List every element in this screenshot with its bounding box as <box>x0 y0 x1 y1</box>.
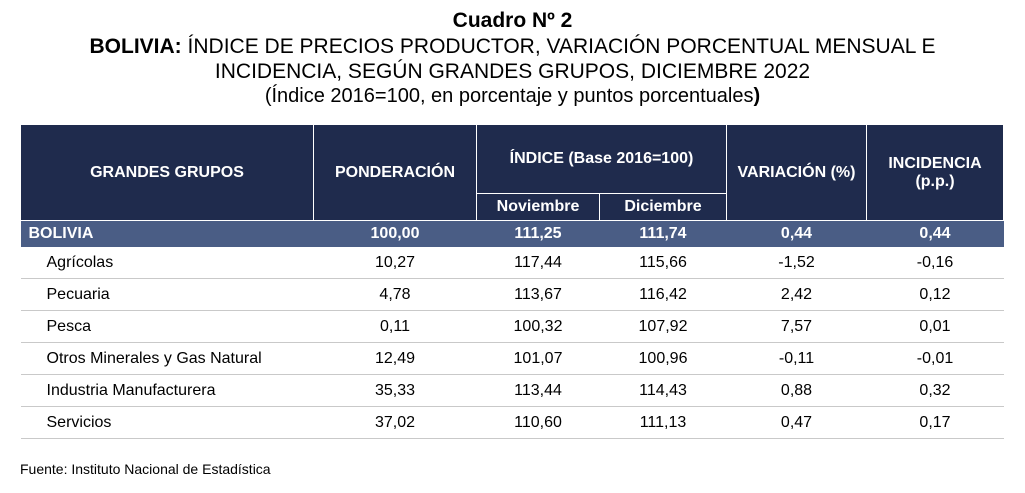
table-subtitle: (Índice 2016=100, en porcentaje y puntos… <box>0 84 1025 108</box>
row-label: Pesca <box>20 310 314 343</box>
row-incidencia: 0,17 <box>866 406 1004 439</box>
subtitle-close: ) <box>753 85 761 107</box>
row-incidencia: 0,12 <box>866 278 1004 311</box>
subheader-row: Noviembre Diciembre <box>21 193 1004 221</box>
row-incidencia: 0,32 <box>866 374 1004 407</box>
row-ponderacion: 10,27 <box>313 247 477 279</box>
row-variacion: 0,88 <box>726 374 867 407</box>
row-ponderacion: 12,49 <box>313 342 477 375</box>
price-index-table: GRANDES GRUPOS PONDERACIÓN ÍNDICE (Base … <box>20 124 1004 439</box>
row-label: Agrícolas <box>20 247 314 279</box>
header-noviembre: Noviembre <box>476 193 600 221</box>
total-noviembre: 111,25 <box>476 220 600 247</box>
table-title-block: Cuadro Nº 2 BOLIVIA: ÍNDICE DE PRECIOS P… <box>0 8 1025 108</box>
table-row: Otros Minerales y Gas Natural 12,49 101,… <box>20 342 1004 375</box>
table-row: Servicios 37,02 110,60 111,13 0,47 0,17 <box>20 406 1004 439</box>
row-variacion: 2,42 <box>726 278 867 311</box>
row-diciembre: 115,66 <box>599 247 727 279</box>
row-label: Pecuaria <box>20 278 314 311</box>
table-row: Agrícolas 10,27 117,44 115,66 -1,52 -0,1… <box>20 247 1004 279</box>
row-ponderacion: 37,02 <box>313 406 477 439</box>
row-ponderacion: 0,11 <box>313 310 477 343</box>
row-diciembre: 100,96 <box>599 342 727 375</box>
header-diciembre: Diciembre <box>599 193 727 221</box>
header-indice: ÍNDICE (Base 2016=100) <box>476 124 727 194</box>
subtitle-text: (Índice 2016=100, en porcentaje y puntos… <box>264 85 754 107</box>
row-variacion: 0,47 <box>726 406 867 439</box>
total-variacion: 0,44 <box>726 220 867 247</box>
total-diciembre: 111,74 <box>599 220 727 247</box>
table-title-line-2: INCIDENCIA, SEGÚN GRANDES GRUPOS, DICIEM… <box>214 60 811 83</box>
title-text: ÍNDICE DE PRECIOS PRODUCTOR, VARIACIÓN P… <box>181 35 936 58</box>
total-incidencia: 0,44 <box>866 220 1004 247</box>
table-title-line-1: BOLIVIA: ÍNDICE DE PRECIOS PRODUCTOR, VA… <box>0 34 1025 59</box>
table-number: Cuadro Nº 2 <box>452 9 573 32</box>
total-row: BOLIVIA 100,00 111,25 111,74 0,44 0,44 <box>20 220 1004 247</box>
row-noviembre: 117,44 <box>476 247 600 279</box>
table-row: Pesca 0,11 100,32 107,92 7,57 0,01 <box>20 310 1004 343</box>
header-variacion: VARIACIÓN (%) <box>726 124 867 221</box>
row-incidencia: 0,01 <box>866 310 1004 343</box>
row-variacion: -0,11 <box>726 342 867 375</box>
table-row: Pecuaria 4,78 113,67 116,42 2,42 0,12 <box>20 278 1004 311</box>
header-grandes-grupos: GRANDES GRUPOS <box>20 124 314 221</box>
row-incidencia: -0,01 <box>866 342 1004 375</box>
header-row: GRANDES GRUPOS PONDERACIÓN ÍNDICE (Base … <box>20 124 1004 221</box>
country-label: BOLIVIA: <box>89 35 182 58</box>
row-noviembre: 100,32 <box>476 310 600 343</box>
row-variacion: 7,57 <box>726 310 867 343</box>
row-label: Industria Manufacturera <box>20 374 314 407</box>
row-noviembre: 113,44 <box>476 374 600 407</box>
row-ponderacion: 4,78 <box>313 278 477 311</box>
row-ponderacion: 35,33 <box>313 374 477 407</box>
row-diciembre: 107,92 <box>599 310 727 343</box>
row-label: Servicios <box>20 406 314 439</box>
row-variacion: -1,52 <box>726 247 867 279</box>
row-noviembre: 101,07 <box>476 342 600 375</box>
total-ponderacion: 100,00 <box>313 220 477 247</box>
row-diciembre: 116,42 <box>599 278 727 311</box>
row-diciembre: 111,13 <box>599 406 727 439</box>
row-diciembre: 114,43 <box>599 374 727 407</box>
row-incidencia: -0,16 <box>866 247 1004 279</box>
header-incidencia: INCIDENCIA (p.p.) <box>866 124 1004 221</box>
row-label: Otros Minerales y Gas Natural <box>20 342 314 375</box>
header-ponderacion: PONDERACIÓN <box>313 124 477 221</box>
row-noviembre: 110,60 <box>476 406 600 439</box>
row-noviembre: 113,67 <box>476 278 600 311</box>
table-row: Industria Manufacturera 35,33 113,44 114… <box>20 374 1004 407</box>
total-label: BOLIVIA <box>20 220 314 247</box>
source-note: Fuente: Instituto Nacional de Estadístic… <box>20 461 271 477</box>
